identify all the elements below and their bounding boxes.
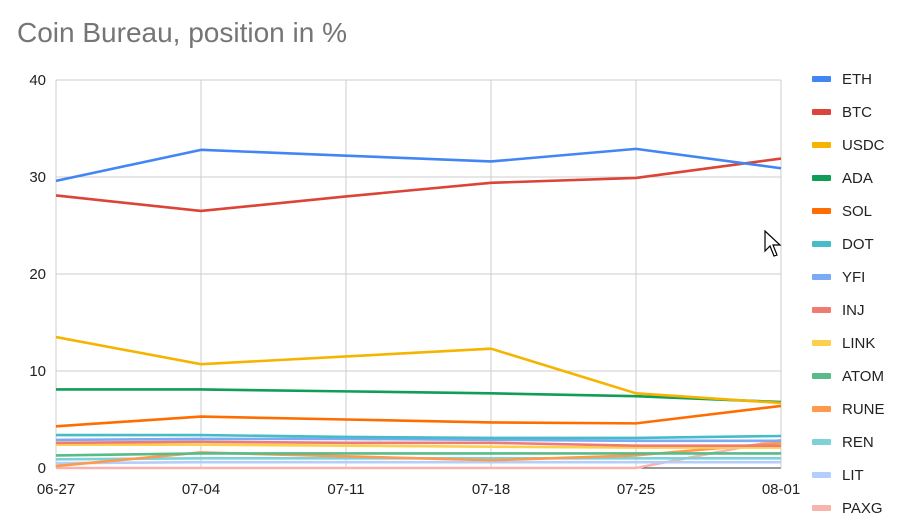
legend-label-yfi: YFI	[842, 269, 865, 286]
series-line-ada	[56, 388, 782, 404]
x-axis-ticks: 06-27 07-04 07-11 07-18 07-25 08-01	[37, 481, 800, 498]
mouse-cursor-icon	[764, 230, 782, 257]
legend-swatch-atom	[812, 373, 831, 379]
legend-swatch-usdc	[812, 142, 831, 148]
x-tick-label: 07-18	[472, 481, 510, 498]
legend-swatch-eth	[812, 76, 831, 82]
legend-label-dot: DOT	[842, 236, 874, 253]
chart-title: Coin Bureau, position in %	[17, 17, 347, 48]
legend-swatch-ada	[812, 175, 831, 181]
legend-label-inj: INJ	[842, 302, 865, 319]
legend-swatch-paxg	[812, 505, 831, 511]
x-tick-label: 07-11	[327, 481, 364, 498]
series-line-sol	[55, 404, 782, 428]
legend-label-lit: LIT	[842, 467, 864, 484]
x-tick-label: 06-27	[37, 481, 75, 498]
legend-label-btc: BTC	[842, 104, 872, 121]
y-tick-label: 20	[29, 266, 46, 283]
legend-swatch-ren	[812, 439, 831, 445]
y-tick-label: 0	[38, 460, 46, 477]
legend-swatch-dot	[812, 241, 831, 247]
series-line-lit	[55, 460, 781, 465]
series-line-usdc	[55, 335, 782, 405]
legend-label-ada: ADA	[842, 170, 873, 187]
legend-label-sol: SOL	[842, 203, 872, 220]
legend-swatch-inj	[812, 307, 831, 313]
series-line-atom	[55, 452, 781, 457]
series-line-btc	[55, 157, 782, 213]
y-tick-label: 30	[29, 169, 46, 186]
x-tick-label: 07-04	[182, 481, 220, 498]
y-tick-label: 10	[29, 363, 46, 380]
series-line-inj	[55, 440, 781, 447]
legend-swatch-btc	[812, 109, 831, 115]
legend-label-eth: ETH	[842, 71, 872, 88]
gridlines	[55, 79, 782, 469]
legend-label-rune: RUNE	[842, 401, 885, 418]
legend-swatch-sol	[812, 208, 831, 214]
legend-swatch-yfi	[812, 274, 831, 280]
legend-swatch-rune	[812, 406, 831, 412]
legend-label-ren: REN	[842, 434, 874, 451]
series-line-yfi	[55, 437, 781, 443]
y-axis-ticks: 0 10 20 30 40	[29, 72, 46, 477]
y-tick-label: 40	[29, 72, 46, 89]
legend-swatch-link	[812, 340, 831, 346]
series-line-link	[56, 443, 781, 449]
legend: ETH BTC USDC ADA SOL DOT YFI INJ LINK ATOM RUNE REN…	[812, 71, 885, 517]
legend-swatch-lit	[812, 472, 831, 478]
legend-label-paxg: PAXG	[842, 500, 883, 517]
series-line-dot	[56, 433, 782, 440]
legend-label-atom: ATOM	[842, 368, 884, 385]
series-lines	[55, 147, 782, 470]
series-line-eth	[55, 147, 782, 183]
x-tick-label: 08-01	[762, 481, 800, 498]
x-tick-label: 07-25	[617, 481, 655, 498]
legend-label-usdc: USDC	[842, 137, 885, 154]
legend-label-link: LINK	[842, 335, 875, 352]
